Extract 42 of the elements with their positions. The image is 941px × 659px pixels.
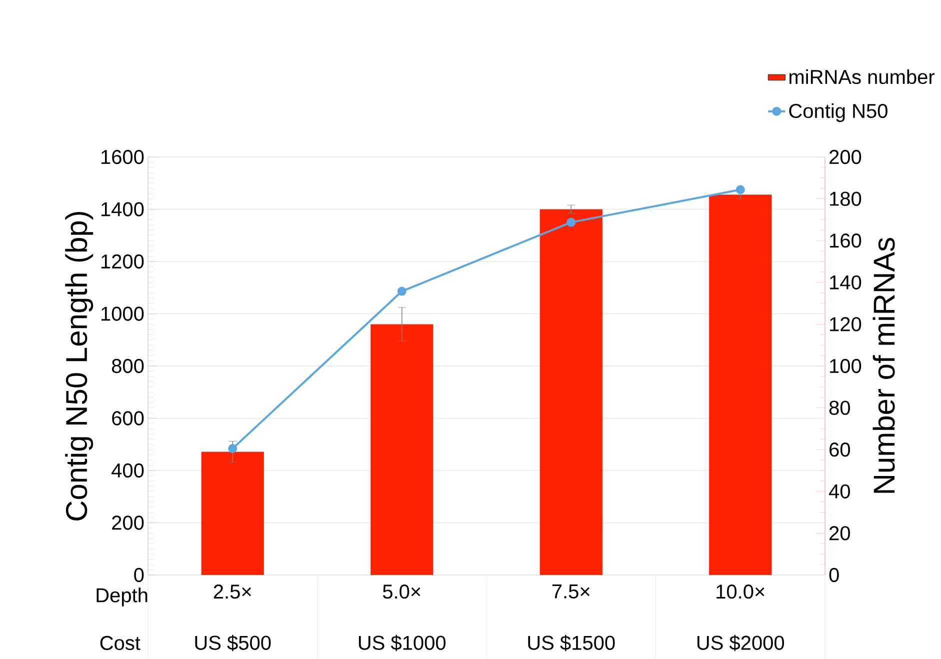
text: Depth [96,588,148,606]
y2-tick-label: 80 [829,400,850,415]
y2-tick-label: 100 [830,358,862,374]
text: Cost [100,636,140,650]
legend-label: Contig N50 [789,103,888,122]
y2-tick-label: 60 [830,442,850,457]
legend-label: miRNAs number [790,69,935,84]
y2-tick-label: 0 [829,568,839,582]
y-tick-label: 0 [134,568,144,582]
bar [201,452,264,575]
y2-tick-label: 120 [830,317,862,332]
point [736,185,745,194]
text: US $1000 [358,634,446,652]
y-tick-label: 200 [112,516,144,530]
y-tick-label: 400 [112,463,144,478]
y2-tick-label: 160 [830,234,862,248]
y2-axis-title: Number of miRNAs [872,238,895,493]
point [397,286,406,296]
point [566,218,576,227]
x-tick-label: 10.0× [716,584,764,599]
x-tick-label: 2.5× [214,584,251,599]
bar [540,209,602,575]
y-tick-label: 600 [112,411,144,426]
bar [709,194,772,575]
y2-tick-label: 200 [830,150,862,164]
y-tick-label: 1000 [102,306,144,321]
y-axis-title: Contig N50 Length (bp) [65,212,94,520]
text: US $500 [195,634,271,652]
y2-tick-label: 40 [828,484,850,498]
point [228,444,238,454]
y-tick-label: 1400 [102,202,144,216]
text: US $1500 [528,634,615,652]
bar [370,324,434,575]
text: US $2000 [697,634,784,652]
y-tick-label: 1200 [102,254,144,269]
x-tick-label: 7.5× [552,584,590,598]
y-tick-label: 1600 [102,150,144,164]
y2-tick-label: 20 [830,526,850,540]
y2-tick-label: 140 [830,275,862,290]
y-tick-label: 800 [112,358,144,374]
x-tick-label: 5.0× [382,584,420,599]
y2-tick-label: 180 [830,192,862,206]
